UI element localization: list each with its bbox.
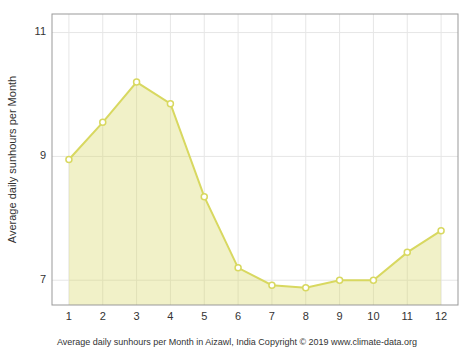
point <box>134 79 140 85</box>
area-fill <box>69 82 441 305</box>
chart-container: 7911123456789101112Average daily sunhour… <box>0 0 474 355</box>
point <box>66 157 72 163</box>
grid <box>52 14 458 305</box>
grid-line-x <box>305 14 306 305</box>
y-axis-label: Average daily sunhours per Month <box>6 76 18 243</box>
x-tick-label: 7 <box>269 310 275 322</box>
point <box>404 249 410 255</box>
grid-line-x <box>339 14 340 305</box>
point <box>167 101 173 107</box>
x-tick-label: 11 <box>402 310 413 322</box>
grid-line-x <box>238 14 239 305</box>
grid-line-x <box>271 14 272 305</box>
x-tick-label: 5 <box>201 310 207 322</box>
point <box>370 277 376 283</box>
y-tick-label: 11 <box>35 25 46 37</box>
grid-line-y <box>52 32 458 33</box>
x-tick-label: 4 <box>167 310 173 322</box>
point <box>269 282 275 288</box>
point <box>303 285 309 291</box>
x-tick-label: 8 <box>303 310 309 322</box>
point <box>100 119 106 125</box>
point <box>337 277 343 283</box>
x-tick-label: 3 <box>134 310 140 322</box>
y-tick-label: 9 <box>40 149 46 161</box>
x-tick-label: 10 <box>367 310 379 322</box>
grid-line-x <box>373 14 374 305</box>
plot-frame <box>52 14 458 305</box>
x-tick-label: 2 <box>100 310 106 322</box>
chart-svg: 7911123456789101112Average daily sunhour… <box>0 0 474 355</box>
plot-area <box>66 79 444 305</box>
x-tick-label: 6 <box>235 310 241 322</box>
x-tick-label: 9 <box>337 310 343 322</box>
x-axis-label: Average daily sunhours per Month in Aiza… <box>57 337 417 347</box>
y-tick-label: 7 <box>40 273 46 285</box>
point <box>235 265 241 271</box>
x-tick-label: 1 <box>66 310 72 322</box>
x-tick-label: 12 <box>435 310 447 322</box>
axes: 7911123456789101112 <box>35 25 448 322</box>
point <box>201 194 207 200</box>
line <box>69 82 441 288</box>
point <box>438 228 444 234</box>
